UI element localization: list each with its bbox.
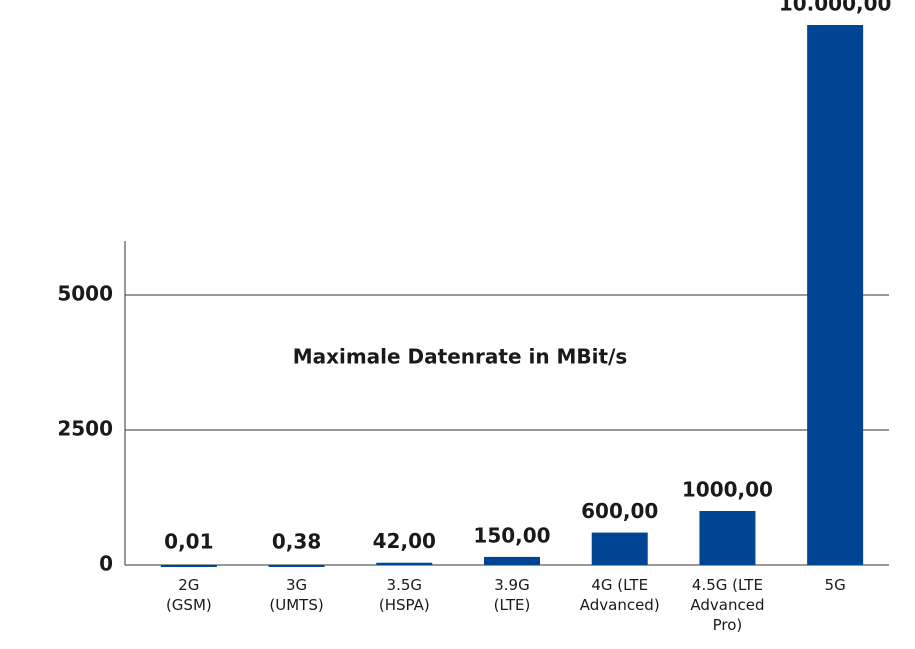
x-tick-label: 3.9G (LTE)	[494, 576, 531, 614]
x-tick-label: 4.5G (LTE Advanced Pro)	[690, 576, 764, 634]
value-label: 150,00	[473, 523, 550, 547]
bar	[807, 25, 864, 565]
value-label: 10.000,00	[779, 0, 892, 16]
y-tick-label: 0	[99, 552, 113, 576]
bar	[268, 564, 325, 567]
x-tick-label: 3.5G (HSPA)	[379, 576, 430, 614]
chart-title: Maximale Datenrate in MBit/s	[293, 345, 628, 369]
x-tick-label: 2G (GSM)	[166, 576, 212, 614]
value-label: 42,00	[373, 529, 436, 553]
bar	[591, 532, 648, 565]
bar	[160, 564, 217, 567]
value-label: 0,01	[164, 530, 213, 554]
x-tick-label: 3G (UMTS)	[269, 576, 323, 614]
x-tick-label: 5G	[825, 576, 846, 594]
bar	[376, 562, 433, 565]
value-label: 1000,00	[682, 478, 773, 502]
value-label: 0,38	[272, 530, 321, 554]
x-tick-label: 4G (LTE Advanced)	[580, 576, 660, 614]
y-tick-label: 5000	[57, 282, 113, 306]
bar	[484, 556, 540, 565]
y-tick-label: 2500	[57, 417, 113, 441]
value-label: 600,00	[581, 499, 658, 523]
bar	[699, 511, 756, 565]
